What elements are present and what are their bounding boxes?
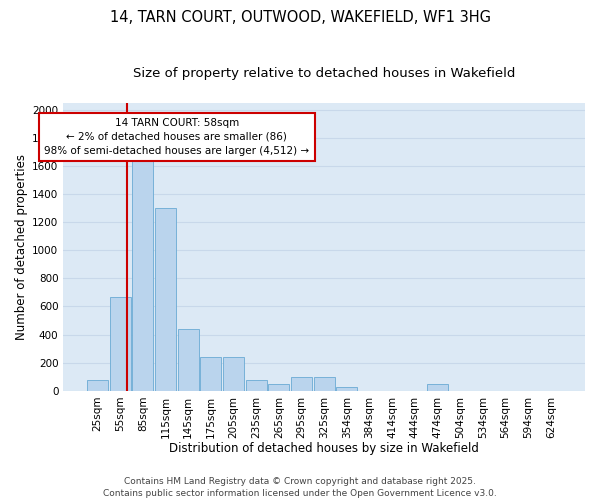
- Bar: [155, 208, 176, 391]
- Text: 14, TARN COURT, OUTWOOD, WAKEFIELD, WF1 3HG: 14, TARN COURT, OUTWOOD, WAKEFIELD, WF1 …: [110, 10, 491, 25]
- Bar: [337, 386, 357, 391]
- Bar: [178, 329, 199, 391]
- Bar: [314, 378, 335, 391]
- Bar: [133, 159, 153, 391]
- X-axis label: Distribution of detached houses by size in Wakefield: Distribution of detached houses by size …: [169, 442, 479, 455]
- Bar: [427, 384, 448, 391]
- Bar: [110, 296, 131, 391]
- Bar: [87, 380, 108, 391]
- Text: Contains HM Land Registry data © Crown copyright and database right 2025.
Contai: Contains HM Land Registry data © Crown c…: [103, 476, 497, 498]
- Title: Size of property relative to detached houses in Wakefield: Size of property relative to detached ho…: [133, 68, 515, 80]
- Y-axis label: Number of detached properties: Number of detached properties: [15, 154, 28, 340]
- Bar: [200, 357, 221, 391]
- Bar: [268, 384, 289, 391]
- Text: 14 TARN COURT: 58sqm
← 2% of detached houses are smaller (86)
98% of semi-detach: 14 TARN COURT: 58sqm ← 2% of detached ho…: [44, 118, 310, 156]
- Bar: [223, 357, 244, 391]
- Bar: [291, 377, 312, 391]
- Bar: [245, 380, 266, 391]
